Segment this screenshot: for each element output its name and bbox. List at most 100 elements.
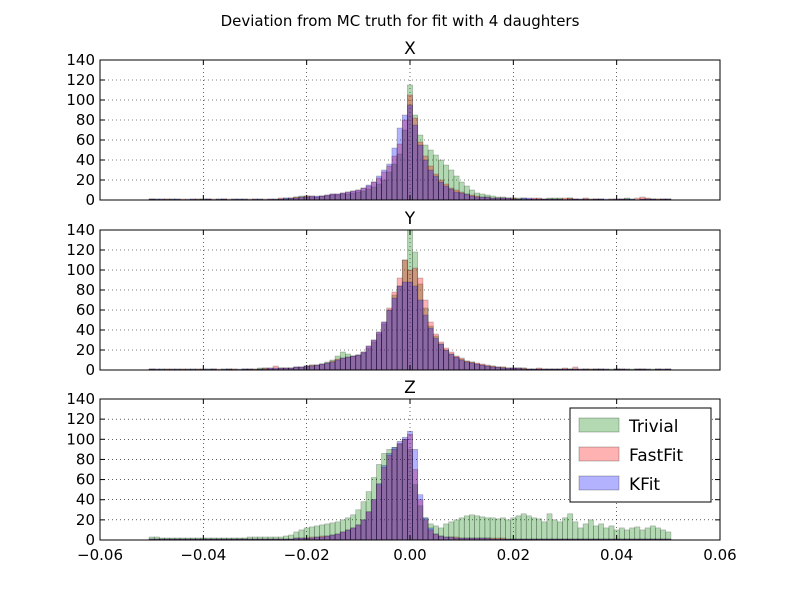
histogram-bar	[438, 535, 444, 541]
histogram-bar	[314, 195, 320, 201]
series-fastfit	[148, 433, 672, 541]
histogram-bar	[427, 327, 434, 371]
panel-title: X	[404, 39, 416, 59]
y-tick-label: 120	[66, 71, 95, 89]
histogram-bar	[360, 351, 367, 371]
y-tick-label: 120	[66, 241, 95, 259]
histogram-bar	[644, 527, 651, 541]
panel-title: Z	[404, 378, 416, 398]
histogram-bar	[324, 362, 331, 371]
histogram-bar	[350, 527, 357, 541]
legend-swatch-fastfit	[578, 446, 620, 462]
histogram-bar	[458, 359, 465, 371]
y-tick-label: 20	[76, 171, 95, 189]
histogram-bar	[386, 453, 393, 541]
histogram-bar	[345, 191, 351, 201]
histogram-bar	[469, 514, 475, 541]
histogram-bar	[438, 181, 444, 201]
histogram-bar	[474, 515, 481, 541]
histogram-bar	[432, 533, 439, 541]
histogram-bar	[355, 524, 362, 541]
x-tick-label: −0.04	[180, 546, 226, 564]
x-tick-label: 0.00	[393, 546, 426, 564]
histogram-bar	[386, 163, 393, 201]
histogram-bar	[329, 534, 336, 541]
histogram-bar	[360, 519, 367, 541]
histogram-bar	[376, 483, 382, 541]
histogram-bar	[515, 515, 522, 541]
histogram-bar	[412, 449, 419, 541]
series-trivial	[148, 229, 672, 371]
histogram-bar	[396, 285, 403, 371]
histogram-bar	[376, 331, 382, 371]
histogram-bar	[391, 147, 398, 201]
histogram-bar	[370, 339, 377, 371]
histogram-bar	[536, 518, 543, 541]
histogram-bar	[412, 124, 419, 201]
histogram-bar	[587, 519, 594, 541]
y-tick-label: 20	[76, 511, 95, 529]
histogram-bar	[463, 361, 470, 371]
x-tick-label: 0.02	[497, 546, 530, 564]
histogram-bar	[453, 191, 460, 201]
histogram-bar	[308, 365, 315, 371]
histogram-bar	[355, 189, 362, 201]
histogram-bar	[329, 361, 336, 371]
histogram-bar	[639, 529, 646, 541]
histogram-bar	[355, 354, 362, 371]
histogram-bar	[396, 440, 403, 541]
y-tick-label: 0	[85, 531, 95, 549]
histogram-bar	[489, 517, 496, 541]
panel-y: 0 20 40 60 80 100 120 140 Y	[66, 209, 721, 379]
y-tick-label: 120	[66, 410, 95, 428]
y-tick-label: 100	[66, 91, 95, 109]
histogram-bar	[505, 519, 512, 541]
histogram-bar	[618, 527, 625, 541]
y-tick-label: 100	[66, 261, 95, 279]
series-kfit	[148, 430, 672, 541]
histogram-bar	[520, 513, 527, 541]
panel-x: 0 20 40 60 80 100 120 140 X	[66, 39, 721, 209]
histogram-bar	[422, 159, 429, 201]
histogram-bar	[629, 527, 636, 541]
histogram-bar	[598, 523, 605, 541]
histogram-bar	[308, 195, 315, 201]
y-tick-label: 0	[85, 361, 95, 379]
histogram-bar	[531, 517, 537, 541]
histogram-bar	[329, 193, 336, 201]
histogram-bar	[634, 526, 641, 541]
series-kfit	[148, 281, 672, 371]
histogram-bar	[422, 517, 429, 541]
y-tick-label: 60	[76, 301, 95, 319]
y-tick-label: 40	[76, 321, 95, 339]
histogram-bar	[370, 181, 377, 201]
histogram-bar	[324, 535, 331, 541]
y-tick-label: 60	[76, 131, 95, 149]
series-trivial	[148, 438, 672, 541]
histogram-bar	[401, 281, 408, 371]
histogram-bar	[345, 356, 351, 371]
histogram-bar	[391, 297, 398, 371]
histogram-bar	[422, 314, 429, 371]
histogram-bar	[582, 523, 589, 541]
legend-swatch-kfit	[578, 475, 620, 491]
histogram-bar	[334, 193, 341, 201]
histogram-bar	[386, 309, 393, 371]
panel-title: Y	[404, 209, 416, 229]
histogram-bar	[463, 515, 470, 541]
histogram-bar	[334, 533, 341, 541]
histogram-bar	[427, 527, 434, 541]
y-tick-label: 80	[76, 111, 95, 129]
y-tick-label: 40	[76, 491, 95, 509]
y-tick-label: 140	[66, 390, 95, 408]
x-tick-label: 0.04	[600, 546, 633, 564]
histogram-bar	[319, 195, 326, 201]
histogram-bar	[479, 364, 486, 371]
histogram-bar	[458, 517, 465, 541]
histogram-bar	[556, 521, 563, 541]
x-tick-label: −0.02	[284, 546, 330, 564]
y-tick-label: 140	[66, 221, 95, 239]
histogram-bar	[469, 362, 475, 371]
y-tick-label: 80	[76, 281, 95, 299]
